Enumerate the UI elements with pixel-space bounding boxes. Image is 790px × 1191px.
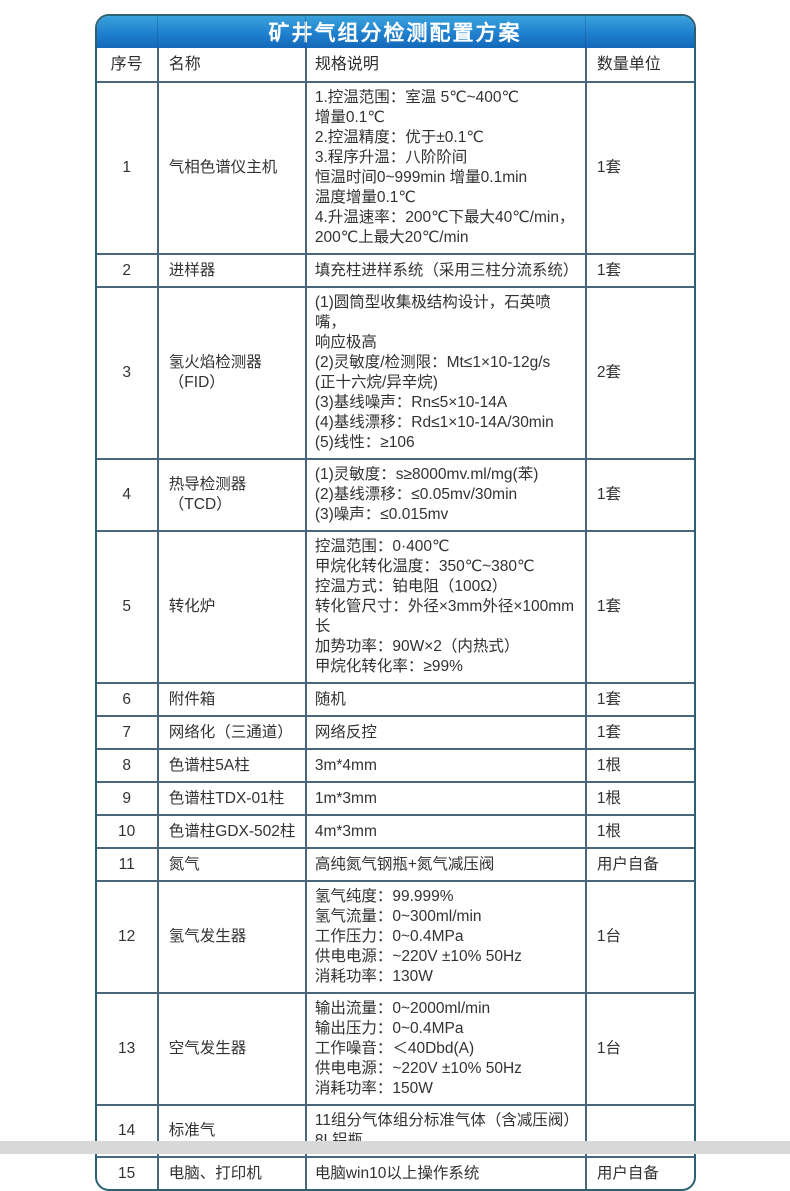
- row-number: 8: [122, 756, 131, 774]
- row-number: 10: [118, 822, 136, 840]
- row-number: 12: [118, 928, 136, 945]
- item-name: 标准气: [156, 1106, 305, 1156]
- row-number: 5: [122, 598, 131, 615]
- table-row: 8 色谱柱5A柱 3m*4mm 1根: [96, 748, 694, 781]
- item-qty: 1套: [584, 460, 694, 530]
- item-name: 色谱柱5A柱: [156, 750, 305, 781]
- item-qty: 1根: [584, 750, 694, 781]
- item-spec: 网络反控: [304, 717, 585, 748]
- column-header-spec: 规格说明: [304, 48, 585, 81]
- table-title-bar: 矿井气组分检测配置方案: [96, 16, 694, 48]
- row-number: 14: [118, 1122, 136, 1139]
- item-spec: (1)灵敏度：s≥8000mv.ml/mg(苯) (2)基线漂移：≤0.05mv…: [304, 460, 585, 530]
- title-divider-line: [304, 16, 306, 48]
- bottom-gray-strip: [0, 1141, 790, 1154]
- table-row: 13 空气发生器 输出流量：0~2000ml/min 输出压力：0~0.4MPa…: [96, 992, 694, 1104]
- row-number: 9: [122, 789, 131, 807]
- table-row: 2 进样器 填充柱进样系统（采用三柱分流系统） 1套: [96, 253, 694, 286]
- item-qty: 1套: [584, 255, 694, 286]
- table-row: 10 色谱柱GDX-502柱 4m*3mm 1根: [96, 814, 694, 847]
- item-qty: 用户自备: [584, 849, 694, 880]
- row-number: 3: [122, 364, 131, 381]
- item-spec: 控温范围：0·400℃ 甲烷化转化温度：350℃~380℃ 控温方式：铂电阻（1…: [304, 532, 585, 682]
- row-number: 1: [122, 159, 131, 176]
- item-qty: 2套: [584, 288, 694, 458]
- row-number: 15: [118, 1164, 136, 1182]
- item-name: 网络化（三通道）: [156, 717, 305, 748]
- item-spec: 随机: [304, 684, 585, 715]
- table-header-row: 序号 名称 规格说明 数量单位: [97, 48, 694, 81]
- item-name: 氢气发生器: [156, 882, 305, 992]
- title-divider-line: [584, 16, 586, 48]
- table-row: 11 氮气 高纯氮气钢瓶+氮气减压阀 用户自备: [96, 847, 694, 880]
- item-name: 氮气: [156, 849, 305, 880]
- item-name: 转化炉: [156, 532, 305, 682]
- item-qty: 1根: [584, 783, 694, 814]
- item-qty: 1台: [584, 882, 694, 992]
- item-qty: 1套: [584, 83, 694, 253]
- item-spec: 3m*4mm: [304, 750, 585, 781]
- column-header-no: 序号: [110, 55, 143, 73]
- table-row: 4 热导检测器（TCD） (1)灵敏度：s≥8000mv.ml/mg(苯) (2…: [96, 458, 694, 530]
- item-spec: 高纯氮气钢瓶+氮气减压阀: [304, 849, 585, 880]
- table-row: 5 转化炉 控温范围：0·400℃ 甲烷化转化温度：350℃~380℃ 控温方式…: [96, 530, 694, 682]
- item-name: 电脑、打印机: [156, 1158, 305, 1189]
- item-qty: 1台: [584, 994, 694, 1104]
- table-row: 12 氢气发生器 氢气纯度：99.999% 氢气流量：0~300ml/min 工…: [96, 880, 694, 992]
- title-divider-line: [156, 16, 158, 48]
- page-title: 矿井气组分检测配置方案: [268, 22, 522, 45]
- item-name: 色谱柱GDX-502柱: [156, 816, 305, 847]
- item-spec: 1.控温范围：室温 5℃~400℃ 增量0.1℃ 2.控温精度：优于±0.1℃ …: [304, 83, 585, 253]
- item-qty: 1套: [584, 684, 694, 715]
- table-row: 7 网络化（三通道） 网络反控 1套: [96, 715, 694, 748]
- item-name: 氢火焰检测器（FID）: [156, 288, 305, 458]
- item-qty: [584, 1106, 694, 1156]
- table-row: 1 气相色谱仪主机 1.控温范围：室温 5℃~400℃ 增量0.1℃ 2.控温精…: [96, 81, 694, 253]
- row-number: 11: [118, 855, 135, 873]
- table-row: 6 附件箱 随机 1套: [96, 682, 694, 715]
- spec-table-card: 矿井气组分检测配置方案 序号 名称 规格说明 数量单位 1 气相色谱仪主机 1.…: [94, 14, 696, 1191]
- table-row: 3 氢火焰检测器（FID） (1)圆筒型收集极结构设计，石英喷嘴， 响应极高 (…: [96, 286, 694, 458]
- column-header-name: 名称: [156, 48, 305, 81]
- item-spec: (1)圆筒型收集极结构设计，石英喷嘴， 响应极高 (2)灵敏度/检测限：Mt≤1…: [304, 288, 585, 458]
- item-spec: 填充柱进样系统（采用三柱分流系统）: [304, 255, 585, 286]
- item-name: 空气发生器: [156, 994, 305, 1104]
- row-number: 6: [122, 690, 131, 708]
- item-spec: 1m*3mm: [304, 783, 585, 814]
- item-spec: 电脑win10以上操作系统: [304, 1158, 585, 1189]
- table-row: 9 色谱柱TDX-01柱 1m*3mm 1根: [96, 781, 694, 814]
- item-spec: 4m*3mm: [304, 816, 585, 847]
- item-name: 气相色谱仪主机: [156, 83, 305, 253]
- item-spec: 氢气纯度：99.999% 氢气流量：0~300ml/min 工作压力：0~0.4…: [304, 882, 585, 992]
- item-qty: 1根: [584, 816, 694, 847]
- row-number: 2: [122, 261, 131, 279]
- row-number: 7: [122, 723, 131, 741]
- item-qty: 1套: [584, 532, 694, 682]
- row-number: 13: [118, 1040, 136, 1057]
- item-qty: 1套: [584, 717, 694, 748]
- item-name: 附件箱: [156, 684, 305, 715]
- row-number: 4: [122, 486, 131, 503]
- item-qty: 用户自备: [584, 1158, 694, 1189]
- item-spec: 输出流量：0~2000ml/min 输出压力：0~0.4MPa 工作噪音：＜40…: [304, 994, 585, 1104]
- table-row: 15 电脑、打印机 电脑win10以上操作系统 用户自备: [96, 1156, 694, 1189]
- item-name: 色谱柱TDX-01柱: [156, 783, 305, 814]
- item-name: 进样器: [156, 255, 305, 286]
- item-name: 热导检测器（TCD）: [156, 460, 305, 530]
- column-header-qty: 数量单位: [584, 48, 694, 81]
